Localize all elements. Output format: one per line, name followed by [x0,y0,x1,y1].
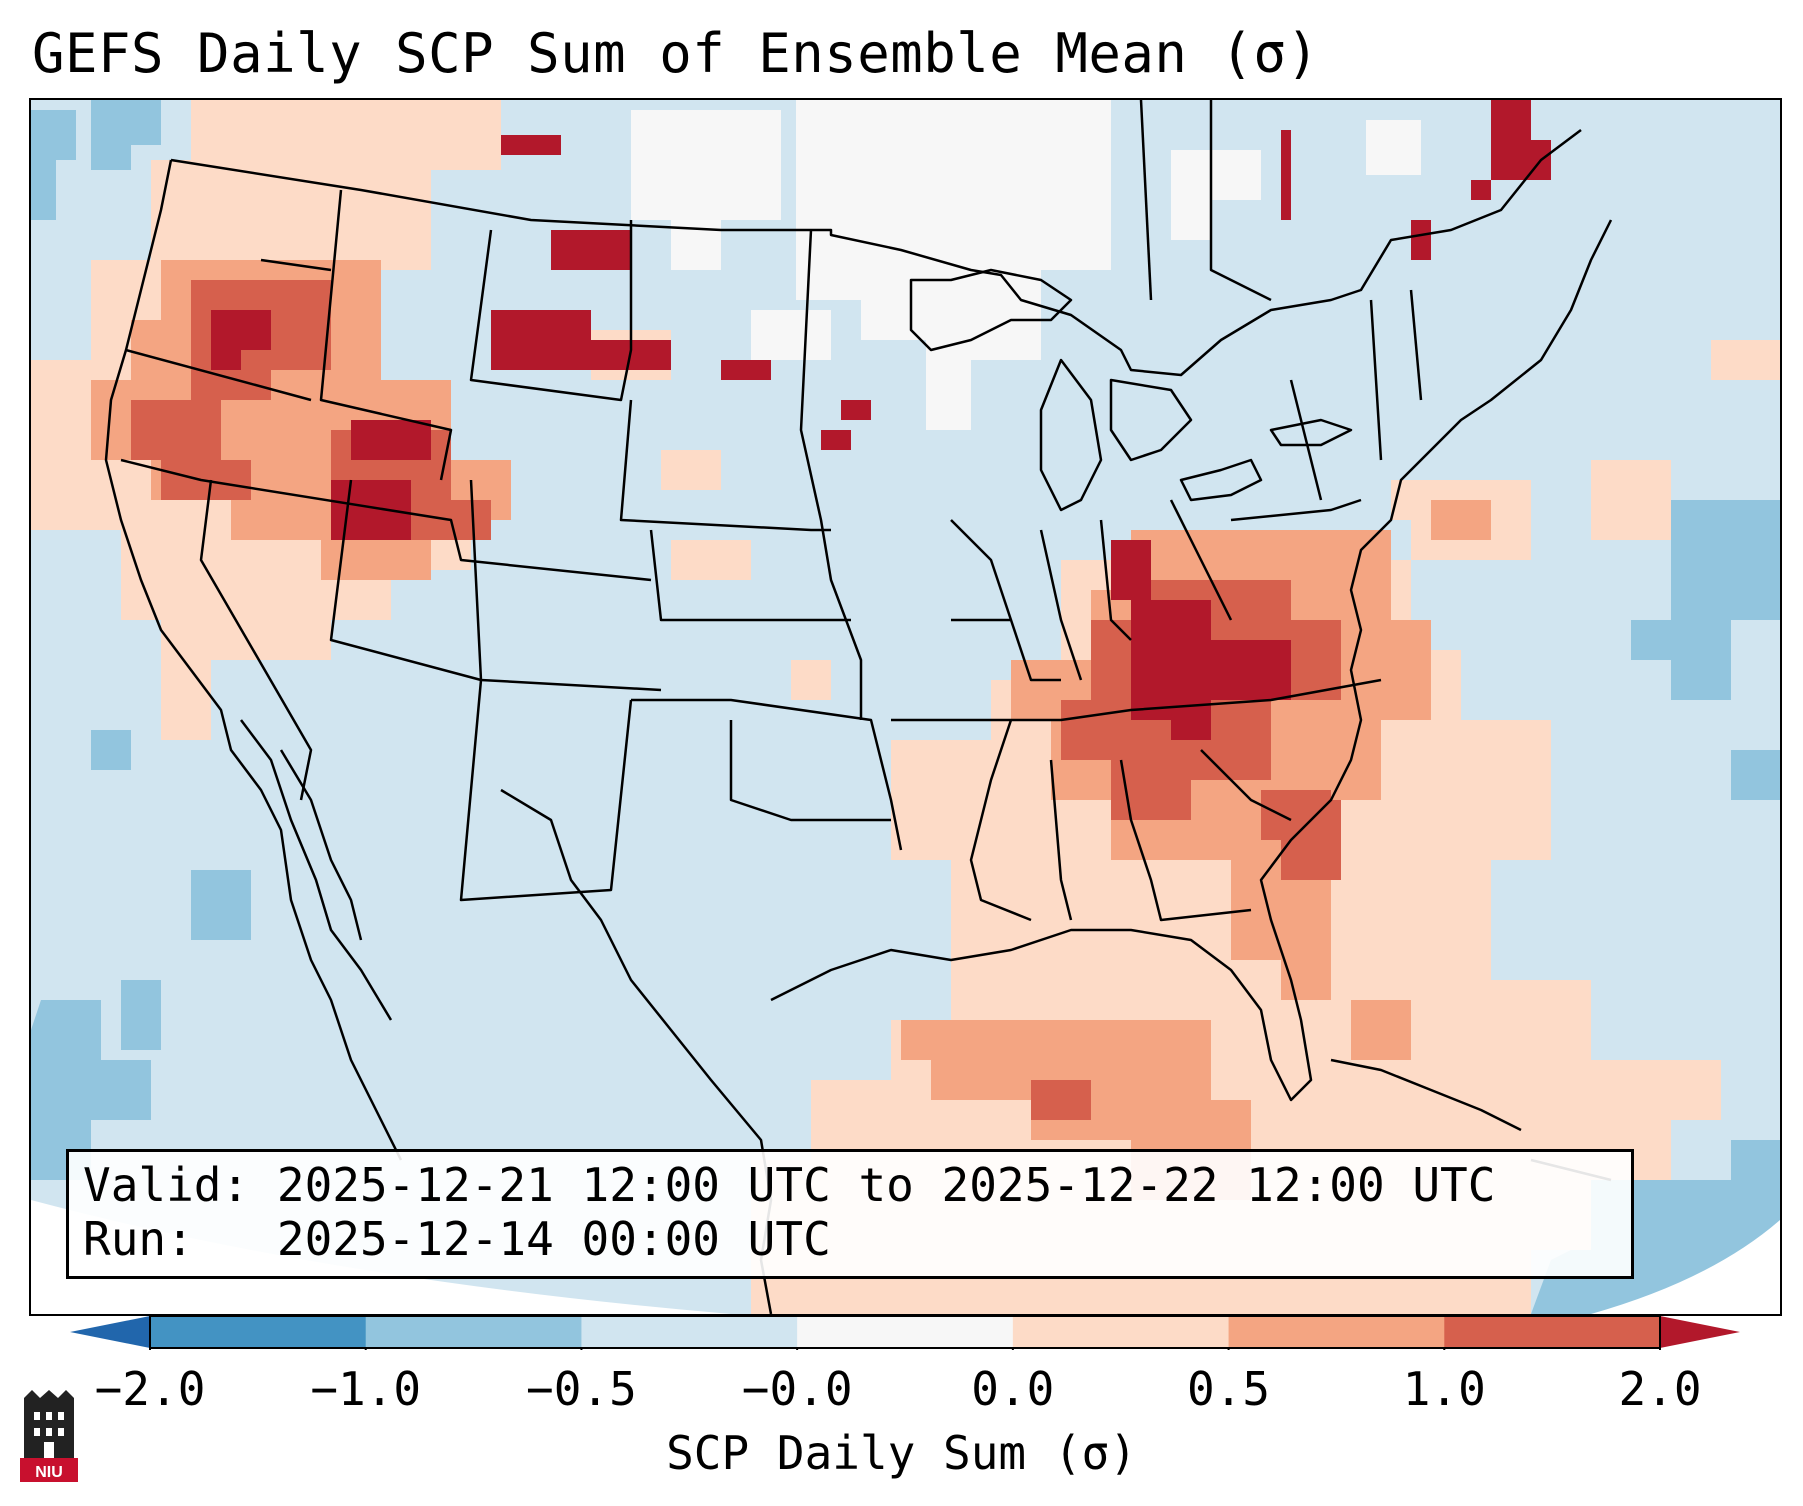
colorbar-tick-label: 0.0 [971,1362,1055,1416]
colorbar-tick-label: −2.0 [94,1362,206,1416]
valid-time-box: Valid: 2025-12-21 12:00 UTC to 2025-12-2… [66,1149,1634,1279]
domain-edge [31,1200,731,1314]
domain-edge-right [1591,1220,1780,1314]
colorbar-bin [797,1316,1014,1348]
colorbar-tick-label: 2.0 [1618,1362,1702,1416]
niu-logo: NIU [20,1390,78,1482]
map-boundaries [104,100,1613,1314]
colorbar-bin [581,1316,798,1348]
valid-label: Valid: [83,1158,250,1212]
colorbar-tick-label: 1.0 [1402,1362,1486,1416]
run-value: 2025-12-14 00:00 UTC [276,1212,831,1266]
colorbar-bin [150,1316,367,1348]
colorbar-bin [1228,1316,1445,1348]
colorbar-over-arrow [1660,1316,1740,1348]
colorbar-bin [1012,1316,1230,1348]
valid-value: 2025-12-21 12:00 UTC to 2025-12-22 12:00… [276,1158,1496,1212]
colorbar-outline [149,1315,1661,1349]
colorbar-tick-label: 0.5 [1187,1362,1271,1416]
colorbar [70,1315,1740,1350]
colorbar-label: SCP Daily Sum (σ) [666,1426,1137,1480]
logo-text: NIU [35,1464,63,1481]
map-title: GEFS Daily SCP Sum of Ensemble Mean (σ) [32,22,1320,85]
colorbar-under-arrow [70,1316,150,1348]
colorbar-tick-label: −0.0 [741,1362,853,1416]
colorbar-tick-label: −0.5 [526,1362,637,1416]
run-label: Run: [83,1212,194,1266]
positive-anomaly-extreme [211,100,1551,740]
map-panel[interactable] [29,98,1782,1316]
colorbar-bin [1444,1316,1661,1348]
map-canvas [31,100,1780,1314]
colorbar-bin [365,1316,582,1348]
colorbar-tick-label: −1.0 [310,1362,422,1416]
